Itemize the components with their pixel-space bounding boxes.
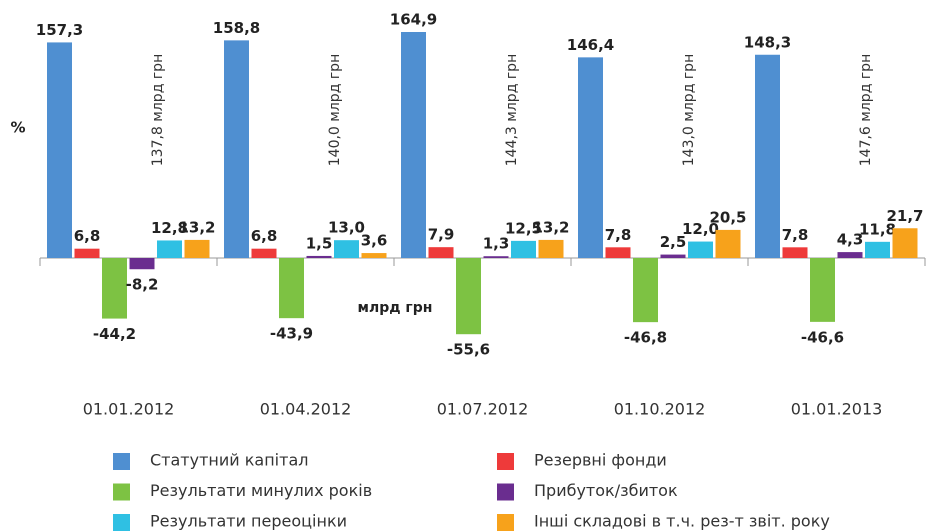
legend-swatch [497,453,514,470]
legend-swatch [497,483,514,501]
value-label: 7,8 [782,226,809,244]
value-label: 12,0 [682,220,719,238]
legend-swatch [497,514,514,531]
value-label: 1,5 [306,234,333,252]
x-tick-label: 01.04.2012 [260,400,352,419]
legend-label: Результати минулих років [150,481,372,500]
axis-label: млрд грн [358,300,433,316]
legend-label: Резервні фонди [534,451,667,470]
legend-swatch [113,483,130,501]
bar [892,228,918,258]
annotation: 137,8 млрд грн [150,54,166,166]
legend-label: Інші складові в т.ч. рез-т звіт. року [534,512,830,531]
value-label: 12,5 [505,219,542,237]
bar [605,247,631,258]
annotation: 140,0 млрд грн [327,54,343,166]
bar [715,229,741,258]
bar [129,258,155,270]
value-label: 1,3 [483,235,510,253]
value-label: -8,2 [126,276,159,294]
value-label: 3,6 [361,232,388,250]
x-tick-label: 01.07.2012 [437,400,529,419]
value-label: -44,2 [93,325,136,343]
value-label: 7,9 [428,226,455,244]
bar [102,258,127,319]
bar [428,247,454,258]
bar [810,258,835,322]
annotation: 143,0 млрд грн [681,54,697,166]
value-label: -55,6 [447,341,490,359]
bar [688,241,713,258]
x-tick-label: 01.10.2012 [614,400,706,419]
legend-label: Результати переоцінки [150,512,347,531]
bar [184,239,210,258]
value-label: 146,4 [567,36,614,54]
value-label: 148,3 [744,33,791,51]
x-tick-label: 01.01.2013 [791,400,883,419]
value-label: -46,8 [624,329,667,347]
value-label: 6,8 [251,227,278,245]
bar [306,255,332,258]
value-label: -46,6 [801,328,844,346]
bar [401,32,426,258]
bar [511,240,536,258]
value-label: 6,8 [74,227,101,245]
value-label: 12,8 [151,219,188,237]
bar [251,248,277,258]
x-tick-label: 01.01.2012 [83,400,175,419]
legend-label: Прибуток/збиток [534,481,678,500]
bar [74,248,100,258]
legend-swatch [113,514,130,531]
value-label: 11,8 [859,220,896,238]
value-label: 4,3 [837,231,864,249]
bar [47,42,72,258]
value-label: 21,7 [886,207,923,225]
annotation: 144,3 млрд грн [504,54,520,166]
bar [224,40,249,259]
unit-label: % [10,119,25,137]
bar [334,240,359,258]
bar [157,240,182,258]
bar [483,256,509,258]
bar [279,258,304,319]
value-label: 13,2 [178,218,215,236]
value-label: 158,8 [213,19,260,37]
value-label: 2,5 [660,233,687,251]
legend-label: Статутний капітал [150,451,308,470]
bar [633,258,658,323]
bar [837,252,863,258]
value-label: 164,9 [390,11,437,29]
value-label: 157,3 [36,21,83,39]
bar [865,241,890,258]
bar [660,254,686,258]
value-label: 13,0 [328,219,365,237]
bar [755,54,780,258]
legend-swatch [113,453,130,470]
value-label: -43,9 [270,325,313,343]
value-label: 13,2 [532,218,569,236]
annotation: 147,6 млрд грн [858,54,874,166]
value-label: 20,5 [709,208,746,226]
bar [782,247,808,258]
value-label: 7,8 [605,226,632,244]
bar [456,258,481,335]
bar [538,239,564,258]
bar [361,253,387,258]
bar [578,57,603,258]
